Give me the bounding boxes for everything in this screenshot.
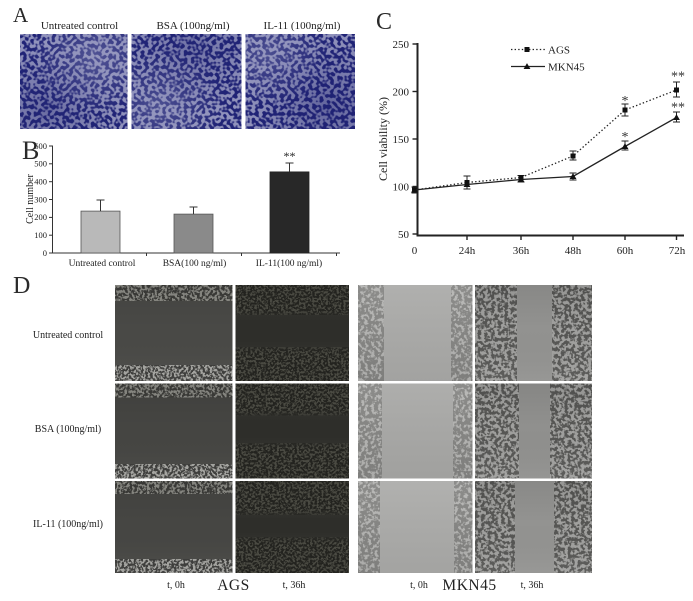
svg-text:AGS: AGS [548, 45, 570, 57]
svg-text:50: 50 [398, 229, 410, 241]
svg-text:60h: 60h [617, 245, 634, 257]
svg-text:150: 150 [393, 134, 410, 146]
svg-text:200: 200 [34, 212, 47, 222]
svg-text:48h: 48h [565, 245, 582, 257]
svg-text:250: 250 [393, 39, 410, 51]
svg-text:*: * [622, 94, 629, 109]
svg-text:*: * [622, 130, 629, 145]
svg-text:600: 600 [34, 141, 47, 151]
svg-text:400: 400 [34, 177, 47, 187]
svg-text:200: 200 [393, 86, 410, 98]
svg-text:100: 100 [34, 230, 47, 240]
svg-text:**: ** [284, 149, 296, 163]
svg-text:0: 0 [43, 248, 47, 258]
svg-text:IL-11(100 ng/ml): IL-11(100 ng/ml) [256, 258, 322, 269]
svg-text:Untreated control: Untreated control [69, 259, 136, 269]
svg-text:Cell viability (%): Cell viability (%) [376, 97, 390, 181]
svg-text:72h: 72h [669, 245, 686, 257]
svg-text:Cell number: Cell number [25, 173, 36, 223]
svg-text:**: ** [671, 70, 685, 85]
svg-text:MKN45: MKN45 [548, 62, 585, 74]
svg-text:24h: 24h [459, 245, 476, 257]
svg-text:36h: 36h [513, 245, 530, 257]
svg-text:500: 500 [34, 159, 47, 169]
svg-text:BSA(100 ng/ml): BSA(100 ng/ml) [163, 258, 227, 269]
svg-text:**: ** [671, 101, 685, 116]
svg-text:100: 100 [393, 181, 410, 193]
svg-text:300: 300 [34, 194, 47, 204]
svg-text:0: 0 [412, 245, 418, 257]
